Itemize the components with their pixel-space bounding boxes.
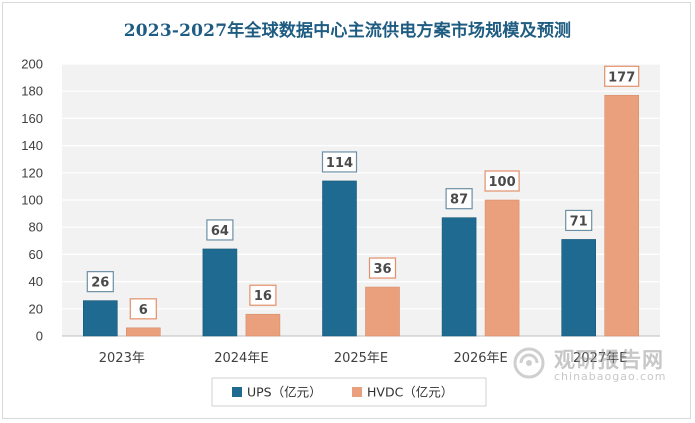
y-tick-label: 200 [21,57,43,72]
bar-ups [322,180,357,337]
y-tick-label: 180 [21,84,43,99]
legend [211,377,487,407]
bar-hvdc [365,286,400,337]
x-tick-label: 2024年E [214,351,268,366]
bar-hvdc [484,199,520,337]
legend-label: UPS（亿元） [247,385,322,400]
bar-hvdc [126,327,161,337]
y-tick-label: 80 [29,220,43,235]
data-label: 64 [211,224,229,239]
y-tick-label: 140 [21,138,43,153]
data-label-box [206,219,234,241]
watermark: 观研报告网 chinabaogao.com [512,344,682,384]
data-label-box [445,188,473,210]
data-label-box [484,170,520,192]
bar-ups [202,248,238,337]
legend-label: HVDC（亿元） [367,385,453,400]
y-tick-label: 120 [21,165,43,180]
x-tick-label: 2025年E [334,351,388,366]
data-label-box [604,65,640,87]
x-tick-label: 2026年E [453,351,507,366]
data-label: 6 [139,303,148,318]
legend-swatch [232,387,242,397]
bar-hvdc [604,94,640,337]
data-label: 177 [608,70,635,85]
x-tick-label: 2023年 [99,351,145,366]
data-label-box [565,209,593,232]
data-label-box [368,257,397,279]
legend-swatch [352,387,362,397]
bar-ups [83,300,118,337]
watermark-text: 观研报告网 [554,348,664,372]
watermark-url: chinabaogao.com [554,370,667,383]
y-tick-label: 60 [29,247,43,262]
y-tick-label: 40 [29,274,43,289]
data-label-box [249,284,277,306]
y-tick-label: 20 [29,301,43,316]
y-tick-label: 160 [21,111,43,126]
data-label: 16 [254,289,272,304]
bar-ups [441,217,477,337]
y-tick-label: 100 [21,193,43,208]
data-label: 100 [489,175,516,190]
data-label: 114 [326,156,353,171]
data-label-box [129,298,157,320]
x-tick-label: 2027年E [573,351,627,366]
data-label: 36 [373,262,391,277]
y-tick-label: 0 [36,329,43,344]
bar-ups [561,239,597,337]
data-label: 87 [450,193,468,208]
data-label: 71 [570,214,588,229]
data-label-box [86,271,114,293]
bar-hvdc [245,313,281,337]
watermark-logo-icon [513,347,545,379]
data-label: 26 [91,276,109,291]
chart-title: 2023-2027年全球数据中心主流供电方案市场规模及预测 [123,21,572,41]
data-label-box [321,151,358,173]
